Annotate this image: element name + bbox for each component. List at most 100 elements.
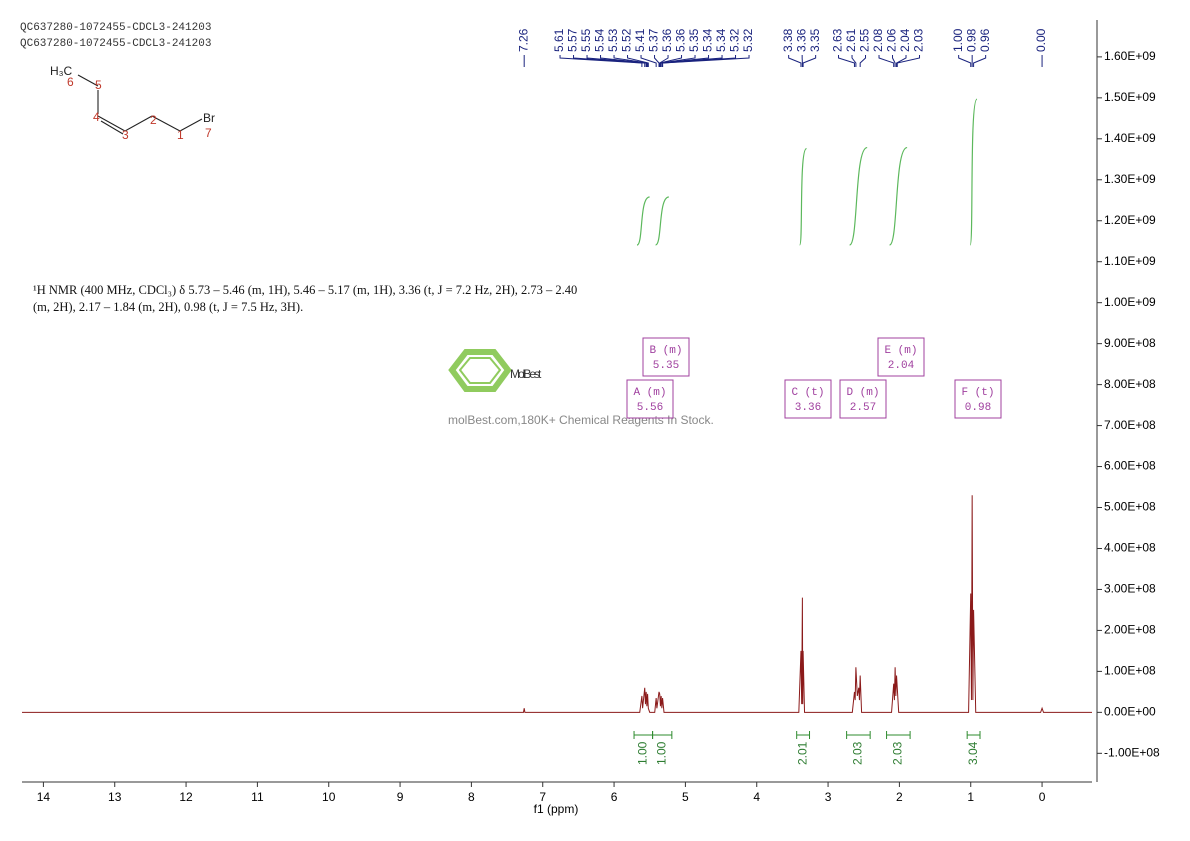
peak-connector	[600, 55, 648, 67]
peak-label: 1.00	[951, 28, 965, 52]
multiplet-box	[626, 379, 674, 419]
peak-connector	[659, 55, 683, 67]
x-tick-label: 5	[682, 790, 689, 804]
peak-connector	[654, 55, 660, 67]
peak-label: 5.54	[593, 28, 607, 52]
peak-label: 5.34	[701, 28, 715, 52]
peak-connector	[586, 55, 647, 67]
spectrum	[22, 495, 1092, 713]
peak-label: 5.34	[714, 28, 728, 52]
peak-label: 2.04	[898, 28, 912, 52]
peak-label: 2.55	[858, 28, 872, 52]
atom-number: 2	[150, 113, 157, 127]
y-tick-label: 1.60E+09	[1104, 49, 1156, 63]
bond	[77, 74, 99, 87]
atom-number: 4	[93, 110, 100, 124]
y-tick-label: 1.20E+09	[1104, 213, 1156, 227]
multiplet-name: D (m)	[846, 387, 879, 399]
peak-label: 2.06	[885, 28, 899, 52]
peak-connector	[859, 55, 867, 67]
y-tick-label: 4.00E+08	[1104, 541, 1156, 555]
integral-curve	[655, 196, 670, 246]
integral-curve	[969, 98, 978, 246]
x-tick-label: 3	[825, 790, 832, 804]
x-tick-label: 6	[611, 790, 618, 804]
integral-label: 2.03	[891, 741, 905, 765]
y-tick-label: 7.00E+08	[1104, 418, 1156, 432]
atom-number: 5	[95, 78, 102, 92]
x-axis-label: f1 (ppm)	[534, 802, 579, 816]
multiplet-box	[877, 337, 925, 377]
peak-connector	[892, 55, 896, 67]
peak-label: 5.57	[566, 28, 580, 52]
peak-label: 3.38	[781, 28, 795, 52]
atom-number: 6	[67, 75, 74, 89]
peak-label: 0.00	[1034, 28, 1048, 52]
peak-label: 5.37	[647, 28, 661, 52]
peak-connector	[627, 55, 649, 67]
bond	[124, 115, 153, 132]
watermark-tagline: molBest.com,180K+ Chemical Reagents In S…	[448, 413, 714, 427]
watermark-logo	[448, 349, 512, 392]
peak-connector	[662, 55, 750, 67]
nmr-description: ¹H NMR (400 MHz, CDCl₃) δ 5.73 – 5.46 (m…	[33, 283, 578, 314]
peak-label: 5.53	[606, 28, 620, 52]
peak-label: 5.32	[741, 28, 755, 52]
atom-label: H₃C	[50, 64, 73, 78]
multiplet-shift: 2.57	[850, 402, 876, 414]
y-tick-label: 1.40E+09	[1104, 131, 1156, 145]
integral-bracket	[966, 731, 981, 739]
y-tick-label: 3.00E+08	[1104, 582, 1156, 596]
x-tick-label: 7	[539, 790, 546, 804]
peak-label: 2.08	[871, 28, 885, 52]
x-tick-label: 8	[468, 790, 475, 804]
peak-label: 5.41	[633, 28, 647, 52]
multiplet-name: B (m)	[649, 345, 682, 357]
integral-curve	[799, 147, 808, 246]
bond	[179, 118, 203, 132]
peak-connector	[838, 55, 855, 67]
integral-curve	[888, 146, 908, 246]
multiplet-box	[784, 379, 832, 419]
integral-curve	[636, 196, 650, 246]
peak-label: 7.26	[516, 28, 530, 52]
integral-bracket	[846, 731, 871, 739]
peak-label: 5.35	[687, 28, 701, 52]
peak-connector	[788, 55, 802, 67]
integral-label: 1.00	[654, 741, 668, 765]
x-tick-label: 4	[753, 790, 760, 804]
bond	[100, 120, 124, 135]
sample-id: QC637280-1072455-CDCL3-241203	[20, 38, 211, 50]
y-tick-label: 1.50E+09	[1104, 90, 1156, 104]
peak-label: 5.52	[620, 28, 634, 52]
peak-connector	[973, 55, 987, 67]
x-tick-label: 1	[967, 790, 974, 804]
peak-connector	[573, 55, 646, 67]
peak-label: 5.36	[674, 28, 688, 52]
peak-label: 2.03	[912, 28, 926, 52]
peak-connector	[958, 55, 972, 67]
y-tick-label: 0.00E+00	[1104, 705, 1156, 719]
multiplet-box	[839, 379, 887, 419]
y-tick-label: 6.00E+08	[1104, 459, 1156, 473]
multiplet-box	[954, 379, 1002, 419]
integral-bracket	[633, 731, 654, 739]
atom-number: 1	[177, 128, 184, 142]
peak-connector	[878, 55, 895, 67]
structure	[77, 74, 203, 135]
peak-connector	[613, 55, 649, 67]
x-tick-label: 13	[108, 790, 122, 804]
x-tick-label: 14	[37, 790, 51, 804]
peak-label: 3.35	[808, 28, 822, 52]
y-tick-label: 1.30E+09	[1104, 172, 1156, 186]
x-tick-label: 0	[1039, 790, 1046, 804]
multiplet-shift: 2.04	[888, 360, 915, 372]
integral-bracket	[652, 731, 673, 739]
peak-label: 5.55	[579, 28, 593, 52]
peak-label: 5.36	[660, 28, 674, 52]
integral-bracket	[796, 731, 811, 739]
bond	[97, 115, 126, 132]
peak-connector	[851, 55, 857, 67]
